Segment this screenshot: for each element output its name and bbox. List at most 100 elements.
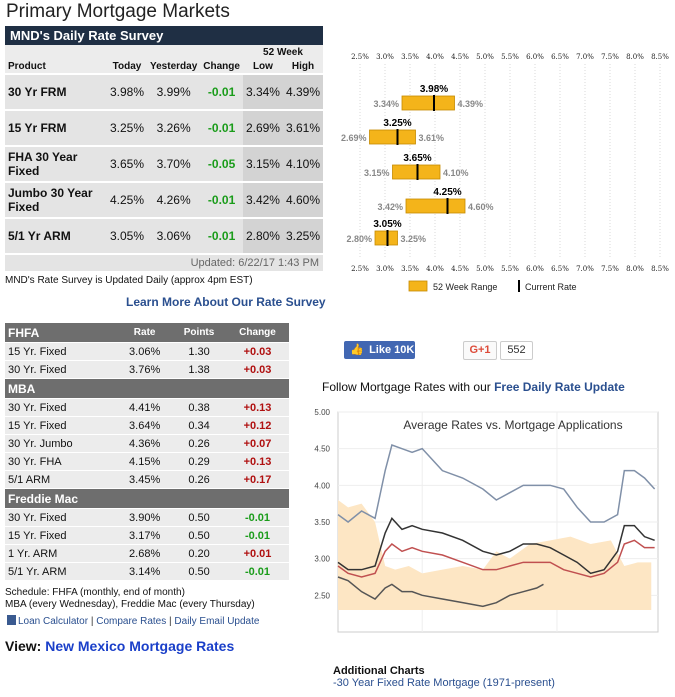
survey-row: 15 Yr FRM 3.25% 3.26% -0.01 2.69% 3.61% — [5, 109, 323, 146]
rate-change: -0.01 — [200, 217, 243, 253]
tick-label-bottom: 4.0% — [426, 265, 444, 273]
rate-change: -0.01 — [200, 181, 243, 218]
range-bar — [392, 164, 441, 180]
row-label: 1 Yr. ARM — [5, 544, 118, 563]
additional-charts: Additional Charts -30 Year Fixed Rate Mo… — [333, 665, 555, 689]
current-rate-label: 3.65% — [403, 153, 431, 164]
daily-email-link[interactable]: Daily Email Update — [174, 616, 260, 627]
row-points: 0.50 — [172, 526, 227, 545]
tick-label-top: 3.0% — [376, 53, 394, 61]
section-row: 30 Yr. FHA 4.15% 0.29 +0.13 — [5, 452, 289, 471]
range-bar — [369, 129, 416, 145]
col-rate: Rate — [117, 323, 173, 343]
rate-today: 3.98% — [106, 73, 147, 110]
thumbs-up-icon: 👍 — [350, 344, 364, 356]
col-product: Product — [5, 59, 107, 74]
col-today: Today — [106, 59, 147, 74]
tick-label-bottom: 3.5% — [401, 265, 419, 273]
y-tick-label: 5.00 — [314, 408, 330, 417]
col-change: Change — [226, 323, 289, 343]
row-points: 0.20 — [172, 544, 227, 563]
range-high-label: 3.25% — [401, 234, 427, 244]
col-high: High — [282, 59, 323, 74]
rate-series-line — [337, 576, 544, 608]
learn-more-link[interactable]: Learn More About Our Rate Survey — [126, 295, 326, 309]
tick-label-top: 3.5% — [401, 53, 419, 61]
section-row: 5/1 Yr. ARM 3.14% 0.50 -0.01 — [5, 562, 289, 581]
row-change: +0.01 — [226, 544, 289, 563]
product-name: Jumbo 30 Year Fixed — [5, 181, 107, 218]
rate-52wk-high: 4.39% — [282, 73, 323, 110]
section-row: 1 Yr. ARM 2.68% 0.20 +0.01 — [5, 544, 289, 563]
view-line: View: New Mexico Mortgage Rates — [5, 638, 234, 654]
row-points: 1.38 — [172, 360, 227, 379]
week52-header: 52 Week — [242, 45, 323, 59]
rate-today: 3.05% — [106, 217, 147, 253]
section-row: 30 Yr. Fixed 4.41% 0.38 +0.13 — [5, 398, 289, 417]
tick-label-bottom: 7.5% — [601, 265, 619, 273]
section-title: MBA — [5, 378, 118, 399]
tick-label-top: 7.5% — [601, 53, 619, 61]
col-points — [172, 378, 227, 399]
y-tick-label: 3.50 — [314, 518, 330, 527]
range-low-label: 2.80% — [346, 234, 372, 244]
row-points: 0.29 — [172, 452, 227, 471]
rate-today: 4.25% — [106, 181, 147, 218]
range-chart: 2.5% 2.5% 3.0% 3.0% 3.5% 3.5% 4.0% 4.0% 4.5% 4.5%… — [341, 53, 669, 292]
view-label: View: — [5, 638, 42, 654]
page-title: Primary Mortgage Markets — [6, 1, 230, 22]
row-rate: 3.45% — [117, 470, 173, 489]
rate-series-line — [337, 516, 655, 575]
row-label: 30 Yr. Jumbo — [5, 434, 118, 453]
compare-rates-link[interactable]: Compare Rates — [96, 616, 167, 627]
row-change: +0.13 — [226, 452, 289, 471]
section-row: 30 Yr. Fixed 3.90% 0.50 -0.01 — [5, 508, 289, 527]
row-change: +0.17 — [226, 470, 289, 489]
tick-label-top: 5.5% — [501, 53, 519, 61]
section-row: 15 Yr. Fixed 3.64% 0.34 +0.12 — [5, 416, 289, 435]
row-change: +0.13 — [226, 398, 289, 417]
fixed-rate-history-link[interactable]: -30 Year Fixed Rate Mortgage (1971-prese… — [333, 677, 555, 689]
current-rate-label: 3.25% — [383, 118, 411, 129]
section-header: Freddie Mac — [5, 488, 289, 509]
row-points: 0.50 — [172, 562, 227, 581]
schedule-note: Schedule: FHFA (monthly, end of month) M… — [5, 587, 255, 611]
current-rate-label: 4.25% — [433, 187, 461, 198]
tick-label-top: 5.0% — [476, 53, 494, 61]
row-label: 30 Yr. Fixed — [5, 360, 118, 379]
google-plus-button[interactable]: G+1 — [463, 341, 497, 360]
survey-row: FHA 30 Year Fixed 3.65% 3.70% -0.05 3.15% 4.1… — [5, 145, 323, 182]
section-title: Freddie Mac — [5, 488, 118, 509]
loan-calculator-link[interactable]: Loan Calculator — [18, 616, 89, 627]
row-rate: 4.41% — [117, 398, 173, 417]
row-change: +0.03 — [226, 342, 289, 361]
rate-52wk-high: 4.10% — [282, 145, 323, 182]
rate-52wk-low: 3.42% — [242, 181, 283, 218]
state-rates-link[interactable]: New Mexico Mortgage Rates — [45, 638, 235, 654]
col-yesterday: Yesterday — [147, 59, 201, 74]
tick-label-bottom: 7.0% — [576, 265, 594, 273]
rate-yesterday: 4.26% — [147, 181, 201, 218]
rate-change: -0.01 — [200, 109, 243, 146]
tick-label-bottom: 5.0% — [476, 265, 494, 273]
quick-links: Loan Calculator | Compare Rates | Daily … — [7, 615, 259, 627]
row-points: 0.26 — [172, 434, 227, 453]
range-low-label: 3.34% — [373, 99, 399, 109]
row-change: +0.07 — [226, 434, 289, 453]
row-label: 5/1 Yr. ARM — [5, 562, 118, 581]
additional-title: Additional Charts — [333, 665, 425, 677]
rate-today: 3.25% — [106, 109, 147, 146]
legend-current-label: Current Rate — [525, 282, 577, 292]
facebook-like-button[interactable]: 👍 Like 10K — [344, 341, 415, 359]
rate-change: -0.01 — [200, 73, 243, 110]
rate-52wk-high: 3.25% — [282, 217, 323, 253]
col-points: Points — [172, 323, 227, 343]
rate-yesterday: 3.99% — [147, 73, 201, 110]
free-daily-update-link[interactable]: Free Daily Rate Update — [494, 380, 625, 394]
section-title: FHFA — [5, 323, 118, 343]
tick-label-top: 8.5% — [651, 53, 669, 61]
row-rate: 3.06% — [117, 342, 173, 361]
y-tick-label: 2.50 — [314, 591, 330, 600]
sep: | — [90, 616, 94, 627]
tick-label-bottom: 5.5% — [501, 265, 519, 273]
